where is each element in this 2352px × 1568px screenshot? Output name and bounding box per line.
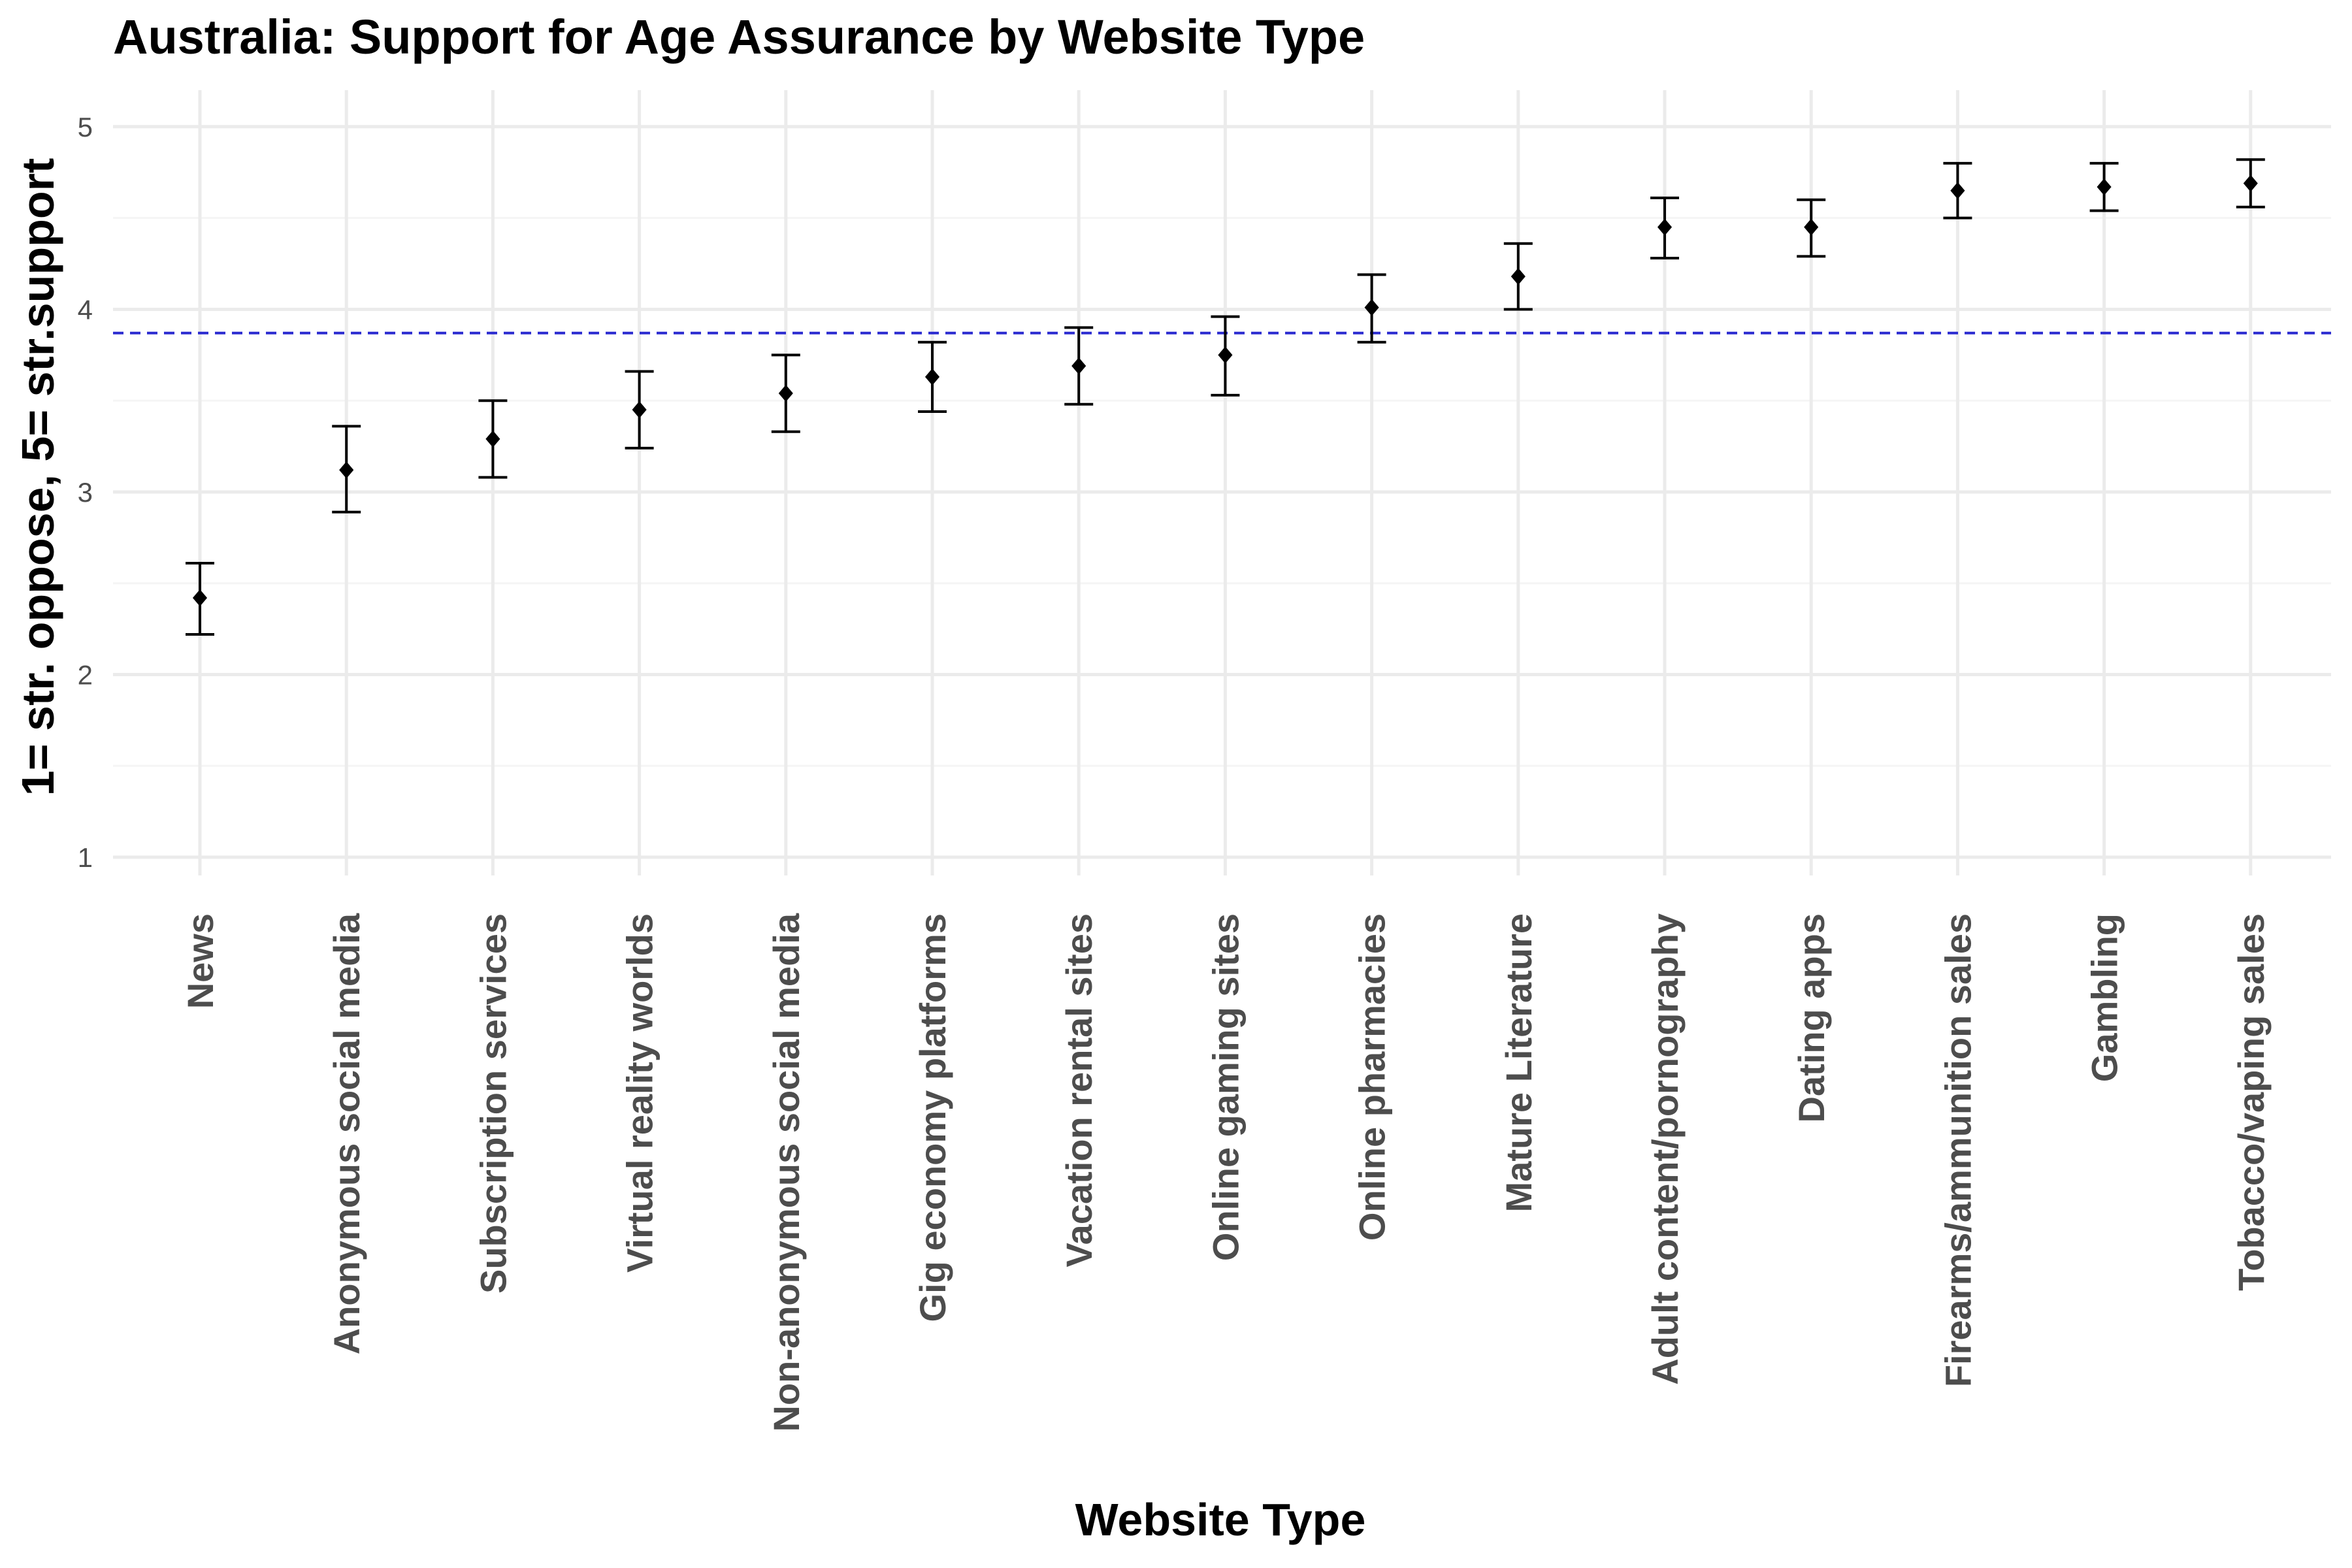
y-tick-label: 1 <box>78 842 93 873</box>
x-tick-label: Anonymous social media <box>326 913 367 1354</box>
data-layer <box>186 158 2265 636</box>
x-tick-label: Online gaming sites <box>1205 913 1246 1261</box>
x-tick-label: Vacation rental sites <box>1058 913 1100 1267</box>
x-tick-label: News <box>180 913 221 1009</box>
data-point <box>1950 182 1965 199</box>
y-tick-label: 4 <box>78 294 93 325</box>
x-tick-label: Virtual reality worlds <box>619 913 661 1273</box>
y-tick-label: 3 <box>78 477 93 508</box>
data-point <box>924 368 940 385</box>
data-point <box>192 589 208 607</box>
x-tick-label: Gambling <box>2084 913 2125 1082</box>
data-point <box>1218 346 1233 364</box>
x-tick-label: Adult content/pornography <box>1644 913 1686 1385</box>
x-tick-label: Tobacco/vaping sales <box>2230 913 2272 1291</box>
y-axis-title: 1= str. oppose, 5= str.support <box>12 158 63 796</box>
x-axis-ticks: News Anonymous social media Subscription s… <box>180 913 2272 1431</box>
data-point <box>632 401 647 419</box>
x-tick-label: Mature Literature <box>1498 913 1539 1212</box>
data-point <box>2243 174 2258 192</box>
x-tick-label: Gig economy platforms <box>912 913 953 1322</box>
x-axis-title: Website Type <box>1075 1494 1366 1545</box>
data-point <box>1657 218 1673 236</box>
x-tick-label: Dating apps <box>1791 913 1832 1122</box>
data-point <box>1804 218 1819 236</box>
data-point <box>1071 357 1086 375</box>
data-point <box>1364 299 1379 316</box>
data-point <box>778 385 793 402</box>
chart-title: Australia: Support for Age Assurance by … <box>113 10 1365 64</box>
x-tick-label: Online pharmacies <box>1352 913 1393 1241</box>
data-point <box>339 461 354 479</box>
y-axis-ticks: 1 2 3 4 5 <box>78 112 93 873</box>
data-point <box>2097 178 2112 196</box>
data-point <box>1511 268 1526 286</box>
x-tick-label: Subscription services <box>472 913 514 1294</box>
x-tick-label: Firearms/ammunition sales <box>1937 913 1978 1387</box>
y-tick-label: 2 <box>78 660 93 691</box>
data-point <box>485 430 500 448</box>
y-tick-label: 5 <box>78 112 93 142</box>
x-tick-label: Non-anonymous social media <box>766 913 807 1431</box>
